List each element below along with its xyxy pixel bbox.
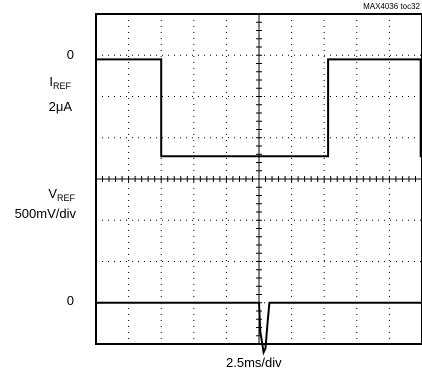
traces xyxy=(96,58,422,356)
vref-zero-label: 0 xyxy=(66,293,74,308)
x-axis-label: 2.5ms/div xyxy=(226,355,282,370)
iref-channel-label: IREF xyxy=(49,74,71,91)
iref-zero-label: 0 xyxy=(66,47,74,62)
center-axis-ticks xyxy=(95,13,422,345)
vref-trace xyxy=(96,301,422,356)
chart-tag: MAX4036 toc32 xyxy=(363,2,420,11)
vref-scale-label: 500mV/div xyxy=(14,206,76,221)
iref-trace xyxy=(96,58,422,158)
vref-channel-label: VREF xyxy=(48,186,75,203)
iref-scale-label: 2μA xyxy=(48,99,72,114)
